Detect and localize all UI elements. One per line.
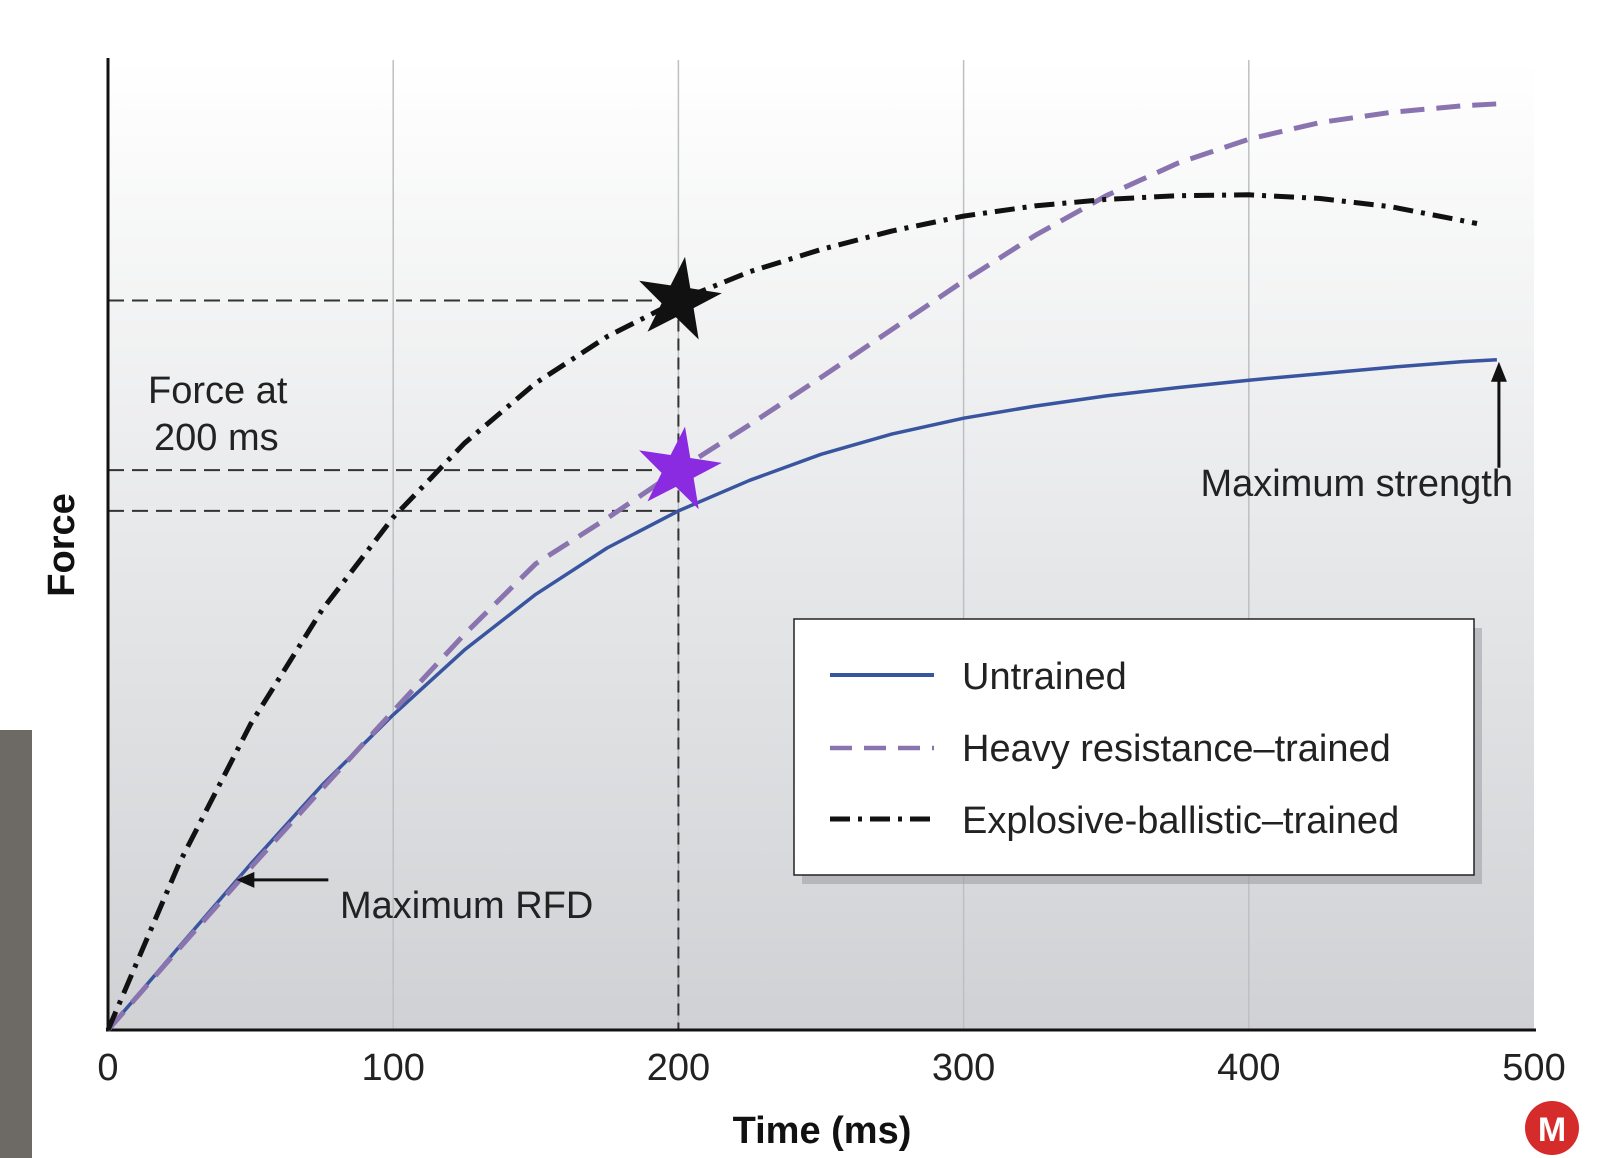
max-strength-label: Maximum strength (1200, 463, 1513, 505)
plot-background (108, 60, 1534, 1030)
series-line-0 (106, 358, 1497, 1032)
max-rfd-label: Maximum RFD (340, 885, 593, 927)
y-axis-title: Force (41, 493, 83, 596)
star-marker-0 (639, 256, 722, 340)
max-rfd-arrow-head (236, 871, 255, 888)
series-group (105, 101, 1498, 1032)
series-line-2 (105, 192, 1478, 1031)
reference-lines (108, 299, 680, 1030)
x-axis-title: Time (ms) (733, 1110, 912, 1152)
legend-label-heavy: Heavy resistance–trained (962, 728, 1391, 770)
logo-badge: M (1525, 1101, 1579, 1155)
markers-group (639, 256, 722, 510)
legend-label-untrained: Untrained (962, 656, 1127, 698)
legend-label-explosive: Explosive-ballistic–trained (962, 800, 1399, 842)
logo-letter: M (1538, 1111, 1566, 1149)
force-at-label-line1: Force at (148, 370, 288, 412)
x-tick-label-100: 100 (361, 1047, 424, 1089)
x-tick-labels: 0 100 200 300 400 500 (97, 1047, 1565, 1089)
series-line-1 (106, 101, 1498, 1032)
force-at-label-line2: 200 ms (154, 417, 279, 459)
annotation-arrows (236, 361, 1507, 888)
legend: Untrained Heavy resistance–trained Explo… (793, 618, 1482, 884)
max-strength-arrow-head (1490, 361, 1507, 382)
x-tick-label-200: 200 (647, 1047, 710, 1089)
logo-circle (1525, 1101, 1579, 1155)
left-edge-photo-strip (0, 730, 32, 1158)
x-tick-label-0: 0 (97, 1047, 118, 1089)
x-tick-label-400: 400 (1217, 1047, 1280, 1089)
x-tick-label-300: 300 (932, 1047, 995, 1089)
x-tick-label-500: 500 (1502, 1047, 1565, 1089)
star-marker-1 (639, 426, 722, 510)
